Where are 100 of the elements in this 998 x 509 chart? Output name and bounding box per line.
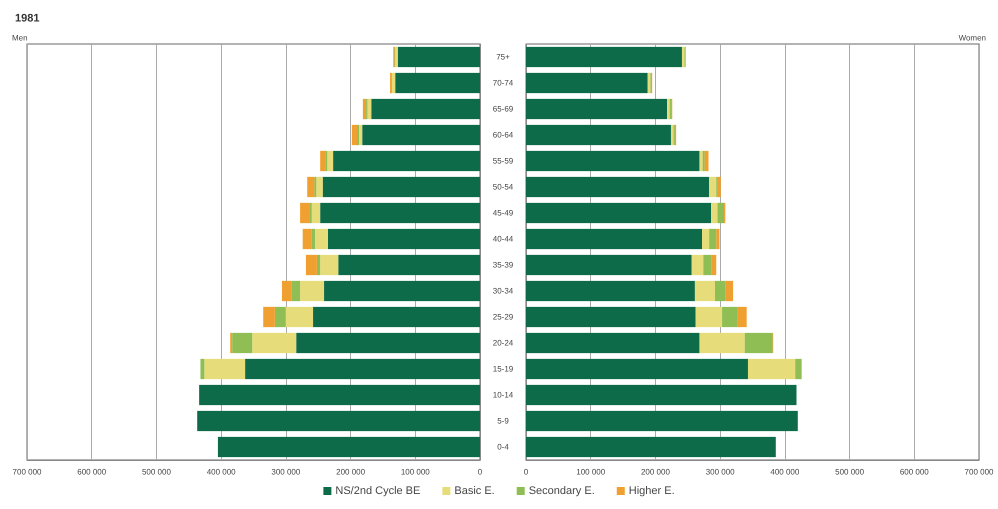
bar [667,98,670,120]
legend-label: Higher E. [628,485,675,497]
bar [320,202,480,224]
bar [197,410,480,432]
bar [320,150,326,172]
bar [526,436,776,458]
y-tick-label: 5-9 [497,416,510,426]
bar [703,254,712,276]
x-tick-label: 700 000 [964,468,994,476]
y-tick-label: 50-54 [492,182,514,192]
bar [322,176,480,198]
bar [526,176,710,198]
bar [367,98,372,120]
bar [292,280,300,302]
x-axis-title: Men [12,34,28,42]
bar [748,358,796,380]
x-tick-label: 500 000 [142,468,172,476]
y-tick-label: 0-4 [497,442,510,452]
legend-label: NS/2nd Cycle BE [335,485,420,497]
bar [395,72,480,94]
bar [300,280,324,302]
y-tick-label: 65-69 [492,104,514,114]
legend-label: Basic E. [454,485,495,497]
bar [526,46,682,68]
x-tick-label: 300 000 [271,468,301,476]
x-tick-label: 400 000 [206,468,236,476]
bar [314,228,328,250]
bar [795,358,802,380]
bar [302,228,312,250]
y-tick-label: 35-39 [492,260,514,270]
bar [712,254,716,276]
bar [252,332,296,354]
bar [316,176,323,198]
bar [670,124,674,146]
bar [300,202,310,224]
x-tick-label: 500 000 [835,468,865,476]
x-axis-title: Women [958,34,986,42]
x-tick-label: 200 000 [640,468,670,476]
bar [709,176,716,198]
bar [699,150,703,172]
bar [725,280,734,302]
y-tick-label: 45-49 [492,208,514,218]
y-tick-label: 10-14 [492,390,514,400]
y-tick-label: 15-19 [492,364,514,374]
bar [333,150,480,172]
bar [722,306,738,328]
chart-title: 1981 [15,12,40,24]
bar [338,254,480,276]
bar [682,46,685,68]
bar [371,98,480,120]
bar [526,280,695,302]
y-tick-label: 40-44 [492,234,514,244]
bar [320,254,338,276]
bar [526,228,702,250]
bar [263,306,275,328]
x-tick-label: 600 000 [77,468,107,476]
bar [296,332,480,354]
bar [358,124,362,146]
bar [282,280,292,302]
bar [313,306,480,328]
bar [324,280,480,302]
bar [526,410,798,432]
bar [714,280,726,302]
x-tick-label: 700 000 [12,468,42,476]
bar [245,358,480,380]
bar [392,72,396,94]
bar [526,98,668,120]
bar [709,228,716,250]
y-tick-label: 70-74 [492,78,514,88]
bar [718,202,724,224]
bar [526,254,692,276]
bar [199,384,480,406]
bar [200,358,204,380]
bar [316,254,320,276]
bar [312,228,315,250]
y-tick-label: 55-59 [492,156,514,166]
bar [306,254,317,276]
bar [526,306,696,328]
bar [362,124,480,146]
y-tick-label: 25-29 [492,312,514,322]
bar [699,332,745,354]
bar [398,46,480,68]
y-tick-label: 75+ [496,52,510,62]
bar [692,254,704,276]
y-tick-label: 60-64 [492,130,514,140]
bar [204,358,246,380]
x-tick-label: 0 [478,468,483,476]
bar [312,202,320,224]
y-tick-label: 20-24 [492,338,514,348]
x-tick-label: 100 000 [576,468,606,476]
bar [702,228,710,250]
bar [328,228,480,250]
bar [648,72,650,94]
bar [274,306,286,328]
bar [526,332,700,354]
bar [218,436,480,458]
bar [744,332,773,354]
bar [526,384,797,406]
bar [696,306,722,328]
bar [352,124,358,146]
